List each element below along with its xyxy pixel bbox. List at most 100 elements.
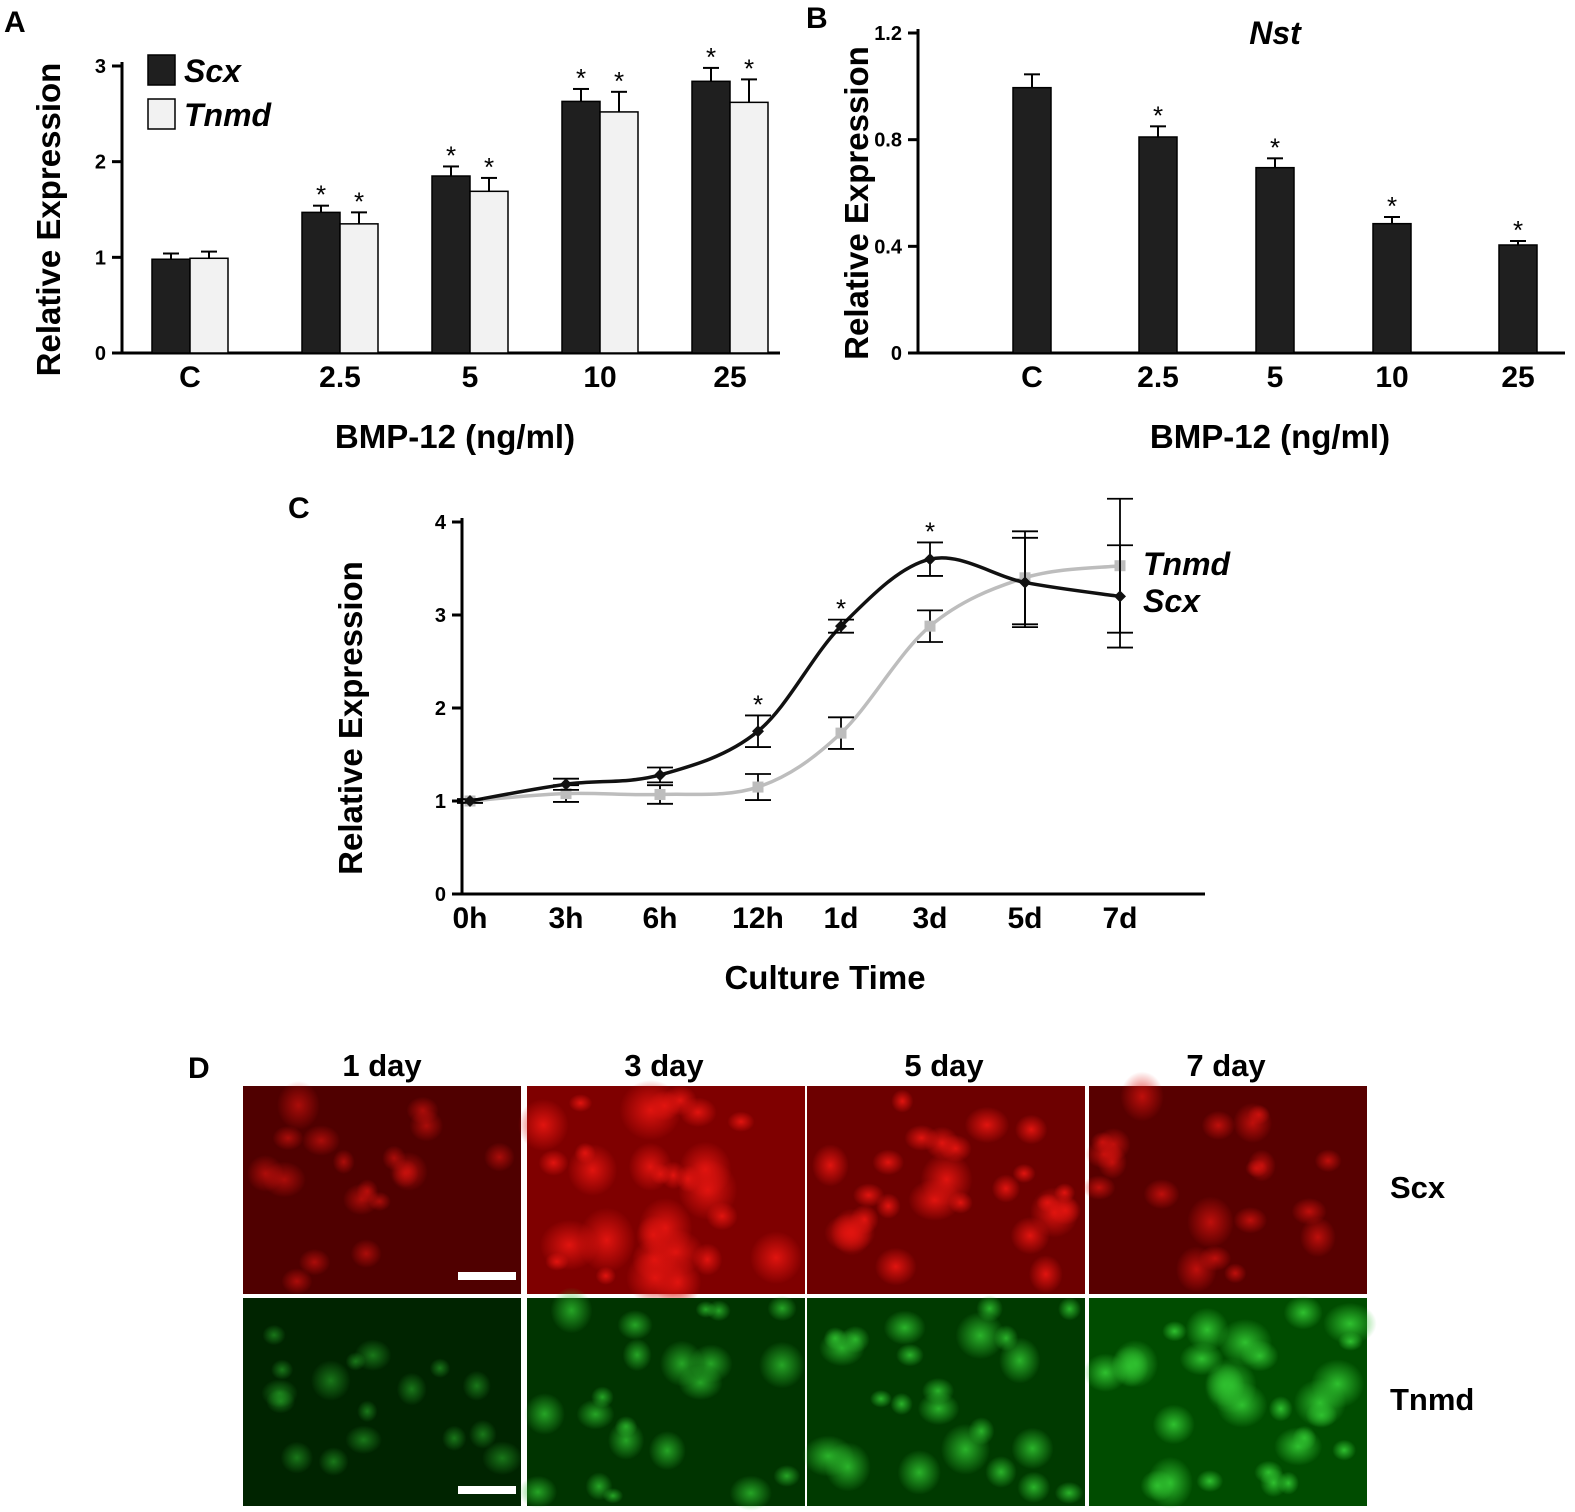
panel-b-y-tick-label: 0.4 bbox=[874, 236, 903, 258]
cell-nucleus bbox=[442, 1425, 467, 1451]
cell-nucleus bbox=[976, 1295, 1003, 1322]
panel-d-column-title: 5 day bbox=[904, 1048, 984, 1083]
cell-nucleus bbox=[1283, 1295, 1323, 1330]
panel-b-y-tick-label: 0 bbox=[891, 343, 902, 365]
panel-c-marker-tnmd bbox=[560, 788, 572, 800]
micrograph-tnmd-1-day bbox=[243, 1298, 523, 1506]
cell-nucleus bbox=[749, 1231, 803, 1285]
cell-nucleus bbox=[767, 1295, 797, 1322]
cell-nucleus bbox=[1274, 1427, 1323, 1466]
cell-nucleus bbox=[819, 1329, 865, 1367]
panel-a-significance-mark: * bbox=[354, 186, 364, 216]
panel-a-y-axis-title: Relative Expression bbox=[30, 63, 67, 377]
cell-nucleus bbox=[524, 1393, 565, 1435]
panel-a-y-tick-label: 3 bbox=[95, 56, 106, 78]
cell-nucleus bbox=[917, 1392, 960, 1426]
panel-a-letter: A bbox=[4, 6, 26, 39]
panel-c-marker-tnmd bbox=[752, 781, 764, 793]
cell-nucleus bbox=[875, 1193, 901, 1219]
panel-a-y-tick-label: 0 bbox=[95, 343, 106, 365]
cell-nucleus bbox=[280, 1441, 314, 1474]
cell-nucleus bbox=[659, 1340, 704, 1387]
cell-nucleus bbox=[940, 1423, 991, 1475]
panel-c: C 0 1 2 3 4 0h 3h 6h 12h 1d 3d 5d 7d Culture Time Rela… bbox=[288, 492, 1232, 996]
cell-nucleus bbox=[262, 1324, 286, 1346]
scale-bar bbox=[458, 1486, 516, 1494]
legend-swatch-scx bbox=[147, 54, 176, 86]
cell-nucleus bbox=[1233, 1102, 1273, 1144]
cell-nucleus bbox=[679, 1141, 732, 1198]
cell-nucleus bbox=[619, 1079, 682, 1141]
micrograph-tnmd-3-day bbox=[518, 1287, 805, 1511]
scale-bar bbox=[458, 1272, 516, 1280]
panel-b-x-tick-label: 2.5 bbox=[1137, 361, 1179, 394]
cell-nucleus bbox=[727, 1111, 755, 1132]
cell-nucleus bbox=[270, 1359, 294, 1380]
panel-c-marker-scx bbox=[654, 768, 666, 781]
panel-c-significance-mark: * bbox=[925, 516, 935, 546]
panel-c-marker-tnmd bbox=[835, 727, 847, 739]
cell-nucleus bbox=[310, 1360, 351, 1402]
cell-nucleus bbox=[429, 1358, 451, 1378]
cell-nucleus bbox=[1299, 1217, 1336, 1258]
panel-d-column-title: 3 day bbox=[624, 1048, 704, 1083]
cell-nucleus bbox=[896, 1343, 924, 1367]
cell-nucleus bbox=[830, 1208, 873, 1256]
panel-a-bar bbox=[691, 80, 731, 354]
panel-c-marker-scx bbox=[835, 620, 847, 633]
cell-nucleus bbox=[1268, 1396, 1293, 1422]
panel-a-bar bbox=[561, 100, 601, 354]
cell-nucleus bbox=[964, 1106, 1010, 1144]
cell-nucleus bbox=[568, 1094, 593, 1112]
panel-c-x-tick-label: 12h bbox=[732, 902, 784, 935]
cell-nucleus bbox=[342, 1183, 380, 1216]
cell-nucleus bbox=[939, 1134, 972, 1163]
panel-c-plot: 0 1 2 3 4 0h 3h 6h 12h 1d 3d 5d 7d Culture Time Relati… bbox=[332, 497, 1232, 996]
cell-nucleus bbox=[904, 1124, 939, 1152]
panel-c-marker-scx bbox=[752, 725, 764, 738]
panel-a-x-tick-label: 10 bbox=[583, 361, 616, 394]
cell-nucleus bbox=[602, 1487, 624, 1504]
panel-c-marker-tnmd bbox=[654, 788, 666, 800]
micrograph-scx-3-day bbox=[517, 1079, 805, 1308]
cell-nucleus bbox=[648, 1430, 686, 1471]
panel-c-x-tick-label: 1d bbox=[823, 902, 858, 935]
cell-nucleus bbox=[1152, 1404, 1195, 1445]
panel-a-x-tick-label: C bbox=[179, 361, 201, 394]
panel-b-bar bbox=[1255, 166, 1295, 354]
cell-nucleus bbox=[1233, 1206, 1268, 1234]
cell-nucleus bbox=[1223, 1263, 1247, 1284]
cell-nucleus bbox=[1277, 1471, 1299, 1495]
panel-a-significance-mark: * bbox=[484, 152, 494, 182]
cell-nucleus bbox=[298, 1248, 331, 1276]
panel-b-x-tick-label: 10 bbox=[1375, 361, 1408, 394]
panel-a-bar bbox=[599, 111, 639, 354]
cell-nucleus bbox=[890, 1392, 913, 1416]
panel-c-marker-scx bbox=[1114, 590, 1126, 603]
cell-nucleus bbox=[272, 1125, 304, 1151]
cell-nucleus bbox=[758, 1341, 805, 1389]
panel-b-letter: B bbox=[806, 2, 828, 35]
panel-d-row-label: Tnmd bbox=[1390, 1382, 1474, 1417]
panel-a-x-tick-label: 5 bbox=[462, 361, 479, 394]
panel-a-significance-mark: * bbox=[446, 140, 456, 170]
cell-nucleus bbox=[345, 1352, 366, 1371]
panel-a-x-axis-title: BMP-12 (ng/ml) bbox=[335, 418, 575, 455]
panel-c-x-tick-label: 7d bbox=[1102, 902, 1137, 935]
cell-nucleus bbox=[261, 1379, 298, 1408]
cell-nucleus bbox=[574, 1142, 596, 1164]
panel-a-y-tick-label: 1 bbox=[95, 247, 106, 269]
cell-nucleus bbox=[1187, 1196, 1235, 1248]
panel-b-title: Nst bbox=[1249, 15, 1302, 51]
cell-nucleus bbox=[1143, 1179, 1180, 1210]
cell-nucleus bbox=[409, 1109, 444, 1142]
cell-nucleus bbox=[1120, 1071, 1164, 1122]
panel-c-marker-tnmd bbox=[924, 620, 936, 632]
cell-nucleus bbox=[891, 1089, 914, 1113]
cell-nucleus bbox=[1096, 1127, 1131, 1161]
cell-nucleus bbox=[1196, 1470, 1224, 1493]
cell-nucleus bbox=[468, 1419, 497, 1449]
panel-c-significance-mark: * bbox=[753, 689, 763, 719]
cell-nucleus bbox=[1011, 1427, 1054, 1470]
cell-nucleus bbox=[550, 1287, 593, 1334]
